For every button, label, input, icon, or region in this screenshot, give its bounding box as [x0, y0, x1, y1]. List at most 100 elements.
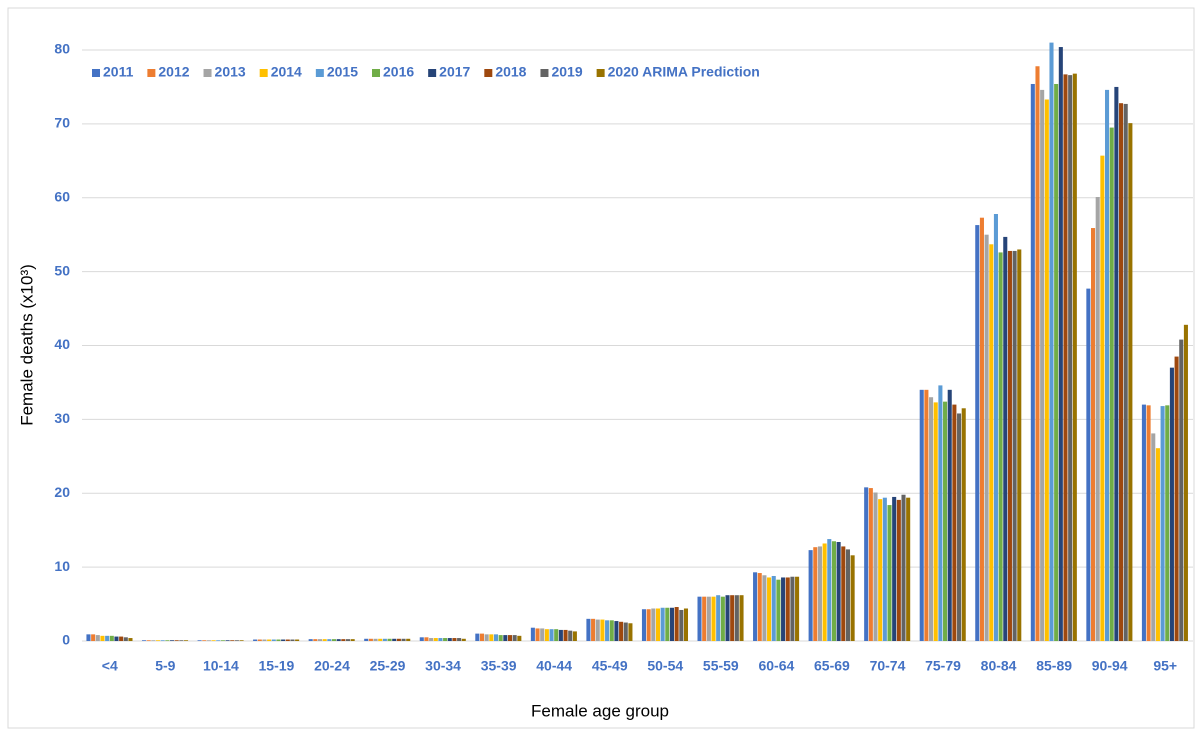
- bar: [512, 635, 517, 641]
- bar: [1183, 324, 1188, 641]
- legend-label: 2011: [103, 64, 134, 80]
- bar: [993, 214, 998, 641]
- y-tick-label: 40: [54, 336, 70, 352]
- bar: [1123, 103, 1128, 641]
- bar: [795, 576, 800, 641]
- y-tick-label: 30: [54, 410, 70, 426]
- bar: [933, 402, 938, 641]
- bar: [308, 639, 313, 641]
- bar: [767, 577, 772, 641]
- bar: [479, 633, 485, 641]
- bar: [155, 640, 161, 641]
- bar: [540, 628, 545, 641]
- bar: [947, 389, 952, 641]
- bar: [1109, 127, 1114, 642]
- bar: [373, 638, 378, 641]
- bar: [924, 389, 929, 641]
- bar: [336, 639, 341, 641]
- legend-label: 2018: [495, 64, 526, 80]
- bar: [345, 639, 351, 641]
- bar: [554, 629, 559, 641]
- bar: [998, 252, 1003, 642]
- bar: [771, 575, 776, 641]
- x-tick-label: 95+: [1153, 658, 1177, 674]
- bar: [757, 573, 762, 641]
- x-axis-title: Female age group: [531, 701, 669, 720]
- bar: [493, 634, 499, 641]
- bar: [183, 640, 189, 641]
- legend-swatch: [596, 69, 605, 77]
- bar: [730, 595, 735, 641]
- x-tick-label: 65-69: [814, 658, 850, 674]
- bar: [86, 634, 91, 641]
- bar: [123, 637, 128, 641]
- bar: [906, 497, 911, 641]
- bar: [322, 639, 327, 641]
- bar: [929, 397, 934, 641]
- bar: [424, 637, 429, 641]
- bar: [114, 636, 119, 641]
- bar: [790, 576, 795, 641]
- bar: [317, 639, 323, 641]
- x-tick-label: 55-59: [703, 658, 739, 674]
- x-tick-label: <4: [102, 658, 118, 674]
- bar: [841, 546, 846, 641]
- y-tick-label: 70: [54, 115, 70, 131]
- bar: [808, 550, 813, 641]
- bar: [498, 635, 503, 641]
- bar: [327, 639, 332, 641]
- bar: [331, 639, 337, 641]
- x-tick-label: 15-19: [259, 658, 295, 674]
- bar: [401, 638, 406, 641]
- bar: [220, 640, 225, 641]
- x-tick-label: 90-94: [1092, 658, 1128, 674]
- y-tick-label: 20: [54, 484, 70, 500]
- bar: [711, 596, 716, 641]
- bar: [1114, 86, 1119, 641]
- legend-label: 2017: [439, 64, 470, 80]
- legend-swatch: [372, 69, 380, 77]
- bar: [586, 618, 591, 641]
- bar: [952, 404, 957, 641]
- bar: [382, 638, 387, 641]
- bar: [202, 640, 207, 641]
- bar: [641, 609, 647, 641]
- bar: [961, 408, 966, 641]
- bar: [595, 619, 600, 641]
- bar: [378, 638, 383, 641]
- bar: [975, 225, 980, 642]
- bar: [850, 555, 855, 641]
- bar: [100, 635, 105, 641]
- bar: [831, 541, 836, 641]
- bar: [535, 628, 540, 641]
- bar: [600, 619, 605, 641]
- bar: [234, 640, 239, 641]
- bar: [665, 607, 670, 641]
- bar: [406, 638, 411, 641]
- bar: [544, 629, 549, 641]
- bar: [368, 638, 373, 641]
- y-tick-label: 10: [54, 558, 70, 574]
- bar: [651, 608, 656, 641]
- bar: [669, 607, 675, 641]
- bar: [105, 635, 110, 641]
- bar: [313, 639, 318, 641]
- bar: [128, 638, 133, 641]
- bar: [702, 596, 707, 641]
- legend-label: 2013: [215, 64, 246, 80]
- bar: [452, 638, 457, 641]
- bar: [109, 635, 114, 641]
- bar: [628, 623, 633, 641]
- bar: [984, 234, 989, 641]
- bar: [785, 577, 790, 641]
- bar: [141, 640, 147, 641]
- bar: [864, 487, 869, 641]
- bar: [271, 639, 276, 641]
- bar: [1040, 89, 1045, 641]
- bar: [1151, 433, 1156, 641]
- x-tick-label: 40-44: [536, 658, 572, 674]
- x-tick-label: 70-74: [870, 658, 906, 674]
- bar: [943, 401, 948, 641]
- bar: [262, 639, 267, 641]
- bar: [530, 627, 535, 641]
